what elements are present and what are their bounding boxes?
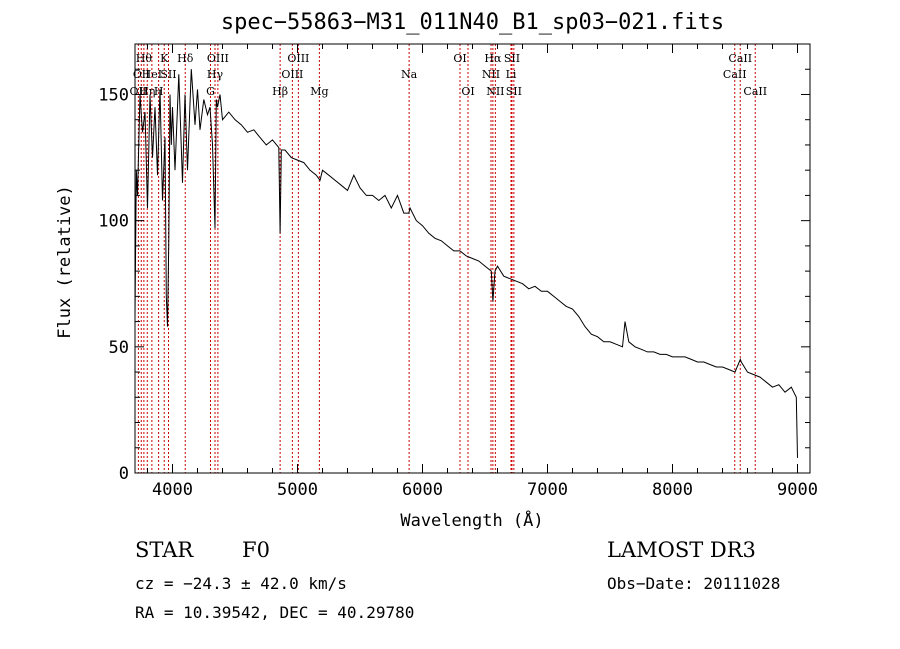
line-marker-label: SII (504, 52, 520, 65)
line-marker-label: K (160, 52, 169, 65)
line-markers (137, 44, 756, 473)
line-marker-label: Hβ (272, 85, 288, 98)
line-marker-label: OIII (207, 52, 229, 65)
y-axis-label: Flux (relative) (55, 185, 75, 339)
object-subclass: F0 (242, 538, 270, 562)
line-marker-label: OIII (287, 52, 309, 65)
coordinates-text: RA = 10.39542, DEC = 40.29780 (135, 603, 415, 622)
x-axis-label: Wavelength (Å) (400, 511, 544, 531)
line-marker-label: Mg (310, 85, 328, 98)
object-class: STAR (135, 538, 194, 562)
line-marker-label: HeI (142, 68, 162, 81)
observation-date: Obs−Date: 20111028 (607, 574, 781, 593)
line-marker-label: SII (506, 85, 522, 98)
y-tick-label: 0 (119, 464, 129, 484)
line-marker-label: CaII (728, 52, 752, 65)
line-marker-label: Hδ (177, 52, 194, 65)
line-marker-label: OI (453, 52, 466, 65)
line-marker-label: H (154, 85, 164, 98)
y-tick-label: 50 (109, 338, 129, 358)
axis-tick-labels: 4000 5000 6000 7000 8000 9000 0 50 100 150 (98, 85, 818, 500)
line-marker-label: NII (482, 68, 500, 81)
line-marker-label: G (206, 85, 215, 98)
line-marker-label: SII (160, 68, 176, 81)
line-marker-label: OI (461, 85, 474, 98)
x-tick-label: 5000 (277, 480, 318, 500)
line-marker-label: Li (506, 68, 517, 81)
line-marker-label: OIII (281, 68, 303, 81)
axis-ticks (135, 43, 810, 474)
line-marker-label: Na (401, 68, 418, 81)
line-marker-label: CaII (723, 68, 747, 81)
redshift-text: cz = −24.3 ± 42.0 km/s (135, 574, 347, 593)
line-marker-label: NII (486, 85, 504, 98)
y-tick-label: 100 (98, 212, 129, 232)
x-tick-label: 8000 (652, 480, 693, 500)
line-marker-label: Hγ (207, 68, 224, 81)
spectrum-line (134, 69, 798, 458)
line-marker-label: Hα (484, 52, 502, 65)
x-tick-label: 6000 (402, 480, 443, 500)
x-tick-label: 4000 (152, 480, 193, 500)
y-tick-label: 150 (98, 85, 129, 105)
x-tick-label: 7000 (527, 480, 568, 500)
x-tick-label: 9000 (777, 480, 818, 500)
line-marker-label: O I (133, 68, 150, 81)
chart-title: spec−55863−M31_011N40_B1_sp03−021.fits (220, 10, 725, 35)
line-marker-label: Hθ (136, 52, 153, 65)
survey-name: LAMOST DR3 (607, 538, 756, 562)
line-marker-label: CaII (743, 85, 767, 98)
